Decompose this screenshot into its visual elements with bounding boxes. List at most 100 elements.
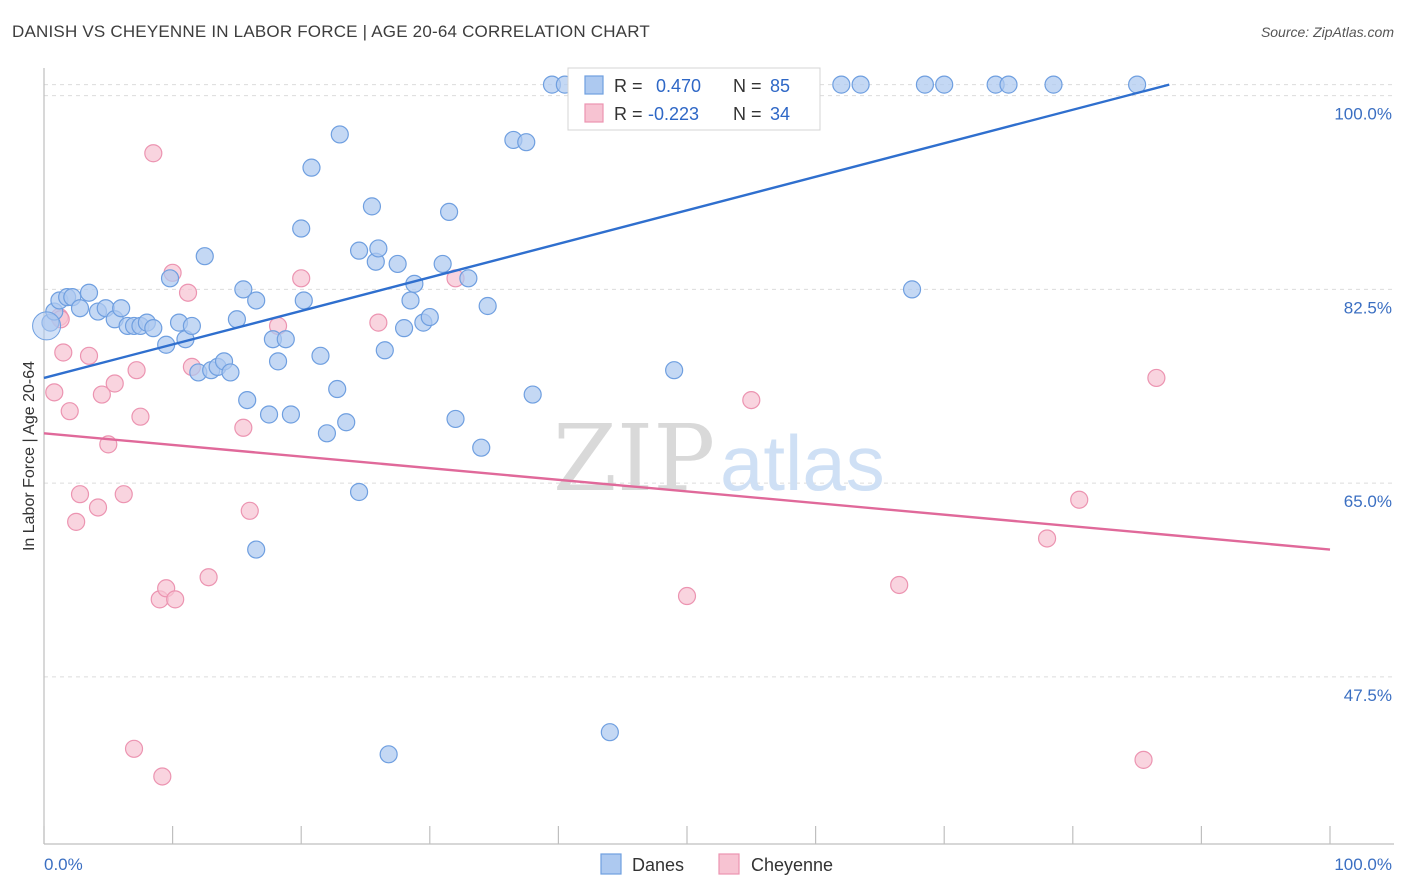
watermark: ZIP atlas (553, 405, 885, 512)
cheyenne-point (88, 498, 108, 517)
cheyenne-point (45, 383, 64, 402)
danes-point (259, 405, 279, 424)
cheyenne-point (1037, 529, 1057, 548)
danes-point (281, 405, 301, 424)
danes-point (935, 75, 954, 94)
cheyenne-point (54, 343, 73, 362)
y-tick-label: 100.0% (1334, 105, 1392, 124)
danes-point (221, 363, 240, 382)
cheyenne-point (677, 586, 697, 606)
legend-danes-n-value: 85 (770, 76, 790, 96)
watermark-zip: ZIP (553, 405, 715, 512)
danes-point (144, 319, 163, 338)
danes-point (851, 75, 870, 94)
danes-point (349, 241, 369, 260)
cheyenne-point (292, 269, 311, 288)
cheyenne-point (131, 407, 150, 426)
danes-point (600, 723, 619, 742)
danes-point (330, 125, 349, 144)
danes-point (276, 330, 295, 349)
danes-point (439, 202, 459, 222)
danes-point (523, 385, 542, 404)
danes-point (247, 291, 266, 310)
danes-point (401, 291, 420, 310)
danes-point (79, 283, 99, 302)
danes-point (915, 75, 935, 94)
danes-point (388, 254, 407, 274)
danes-point (294, 291, 313, 310)
cheyenne-point (369, 313, 388, 332)
cheyenne-point (105, 374, 124, 393)
danes-point (234, 280, 253, 299)
x-tick-label-min: 0.0% (44, 855, 83, 874)
cheyenne-point (153, 767, 172, 786)
danes-point (195, 247, 214, 266)
cheyenne-point (178, 283, 198, 302)
legend-cheyenne-n-label: N = (733, 104, 762, 124)
bottom-legend-cheyenne-label: Cheyenne (751, 855, 833, 875)
danes-point (999, 75, 1018, 94)
danes-point (665, 361, 684, 380)
cheyenne-point (1070, 490, 1089, 509)
danes-point (379, 745, 398, 764)
cheyenne-trend-line (43, 432, 1331, 551)
bottom-legend: Danes Cheyenne (600, 853, 833, 875)
legend-cheyenne-n-value: 34 (770, 104, 790, 124)
danes-point (362, 197, 382, 216)
y-tick-label: 47.5% (1344, 686, 1392, 705)
cheyenne-point (67, 512, 86, 531)
legend-cheyenne-r-label: R = (614, 104, 643, 124)
danes-point (369, 239, 388, 258)
danes-point (1044, 75, 1063, 94)
danes-point (478, 296, 497, 316)
danes-point (311, 346, 330, 365)
cheyenne-point (60, 402, 79, 421)
y-tick-label: 65.0% (1344, 492, 1392, 511)
cheyenne-point (1147, 368, 1166, 388)
danes-point (302, 158, 321, 177)
x-ticks (43, 826, 1331, 844)
danes-point (420, 307, 439, 327)
cheyenne-point (1134, 750, 1153, 769)
danes-point (317, 424, 337, 443)
legend-danes-n-label: N = (733, 76, 762, 96)
y-tick-labels: 100.0% 82.5% 65.0% 47.5% (1334, 105, 1392, 705)
danes-point (238, 390, 257, 410)
danes-point (268, 352, 288, 371)
chart-title: DANISH VS CHEYENNE IN LABOR FORCE | AGE … (12, 22, 650, 41)
y-axis-title: In Labor Force | Age 20-64 (21, 361, 38, 551)
danes-point (433, 254, 452, 274)
cheyenne-point (70, 485, 90, 504)
cheyenne-point (742, 390, 761, 410)
danes-point (292, 219, 311, 238)
cheyenne-point (114, 485, 133, 504)
cheyenne-point (166, 590, 185, 609)
danes-point (160, 269, 180, 288)
cheyenne-point (124, 739, 144, 758)
cheyenne-point (199, 568, 218, 587)
danes-points (32, 75, 1147, 764)
legend-danes-r-label: R = (614, 76, 643, 96)
legend-cheyenne-r-value: -0.223 (648, 104, 699, 124)
cheyenne-point (144, 144, 163, 163)
danes-point (517, 133, 536, 152)
cheyenne-point (79, 346, 99, 365)
y-tick-label: 82.5% (1344, 298, 1392, 317)
danes-point (832, 75, 851, 94)
legend-cheyenne-swatch (584, 103, 604, 123)
gridlines (44, 84, 1394, 678)
bottom-legend-danes-label: Danes (632, 855, 684, 875)
legend-danes-swatch (584, 75, 604, 95)
danes-point (70, 299, 90, 318)
bottom-legend-cheyenne-swatch (718, 853, 740, 875)
source-label: Source: ZipAtlas.com (1260, 24, 1394, 40)
cheyenne-point (92, 385, 111, 404)
cheyenne-point (234, 418, 253, 437)
danes-point (112, 299, 131, 318)
danes-point-large (32, 311, 62, 341)
danes-point (459, 269, 478, 288)
cheyenne-point (240, 501, 259, 520)
danes-point (902, 280, 922, 299)
danes-point (472, 438, 491, 457)
